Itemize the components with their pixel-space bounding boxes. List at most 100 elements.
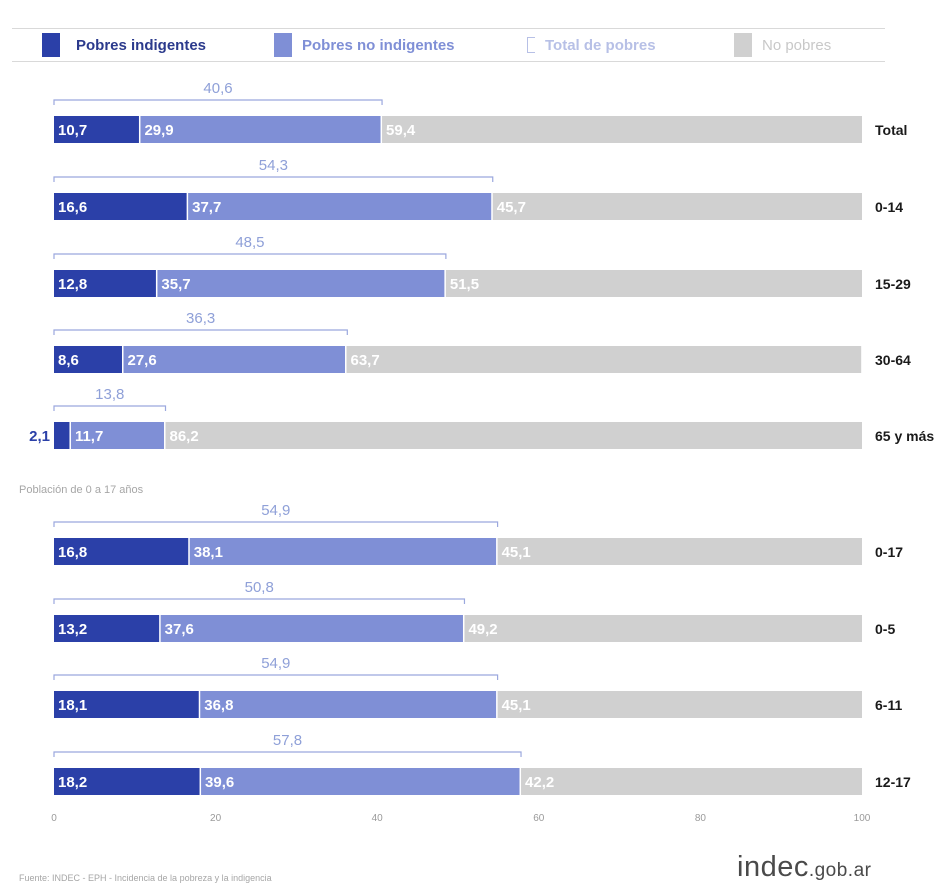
legend-bracket-icon <box>527 37 535 53</box>
bar-segment-no-pobres <box>382 116 862 143</box>
data-label-indigentes: 8,6 <box>58 352 79 369</box>
total-bracket <box>53 751 522 757</box>
bar-segment-indigentes <box>54 270 156 297</box>
bar-segment-no-pobres <box>497 538 862 565</box>
total-pobres-label: 36,3 <box>186 310 215 327</box>
category-label: 6-11 <box>875 697 902 713</box>
legend-swatch-no-pobres <box>734 33 752 57</box>
total-pobres-label: 48,5 <box>235 234 264 251</box>
bar-segment-indigentes <box>54 768 200 795</box>
total-bracket <box>53 253 447 259</box>
total-bracket <box>53 674 499 680</box>
x-tick-label: 0 <box>51 813 57 824</box>
total-pobres-label: 13,8 <box>95 386 124 403</box>
category-label: 15-29 <box>875 276 911 292</box>
source-note: Fuente: INDEC - EPH - Incidencia de la p… <box>19 873 272 883</box>
bar-segment-no-indigentes <box>70 422 165 449</box>
bar-segment-no-indigentes <box>189 538 497 565</box>
data-label-no-indigentes: 35,7 <box>161 276 190 293</box>
x-tick-label: 100 <box>854 813 871 824</box>
bar-segment-no-pobres <box>464 615 862 642</box>
x-tick-label: 20 <box>210 813 222 824</box>
bar-segment-no-indigentes <box>123 346 345 373</box>
bar-segment-indigentes <box>54 691 199 718</box>
data-label-indigentes: 18,1 <box>58 697 87 714</box>
bar-segment-no-pobres <box>346 346 862 373</box>
logo-domain: .gob.ar <box>808 860 872 881</box>
data-label-no-pobres: 45,1 <box>502 544 531 561</box>
total-pobres-label: 54,9 <box>261 655 290 672</box>
category-label: 65 y más <box>875 428 934 444</box>
total-bracket <box>53 176 494 182</box>
data-label-no-indigentes: 37,6 <box>165 621 194 638</box>
bar-segment-no-pobres <box>445 270 862 297</box>
category-label: Total <box>875 122 907 138</box>
legend: Pobres indigentes Pobres no indigentes T… <box>12 28 885 62</box>
data-label-indigentes: 2,1 <box>29 428 50 445</box>
category-label: 30-64 <box>875 352 911 368</box>
data-label-indigentes: 16,6 <box>58 199 87 216</box>
indec-logo: indec.gob.ar <box>737 851 871 884</box>
x-tick-label: 40 <box>372 813 384 824</box>
bar-segment-no-indigentes <box>201 768 520 795</box>
x-tick-label: 80 <box>695 813 707 824</box>
logo-main: indec <box>737 851 809 883</box>
bar-segment-indigentes <box>54 193 187 220</box>
total-bracket <box>53 598 466 604</box>
data-label-no-pobres: 49,2 <box>468 621 497 638</box>
bar-segment-no-indigentes <box>160 615 463 642</box>
bar-segment-indigentes <box>54 346 122 373</box>
data-label-indigentes: 13,2 <box>58 621 87 638</box>
bar-segment-no-pobres <box>165 422 862 449</box>
data-label-no-pobres: 45,1 <box>502 697 531 714</box>
data-label-no-indigentes: 37,7 <box>192 199 221 216</box>
total-pobres-label: 57,8 <box>273 732 302 749</box>
category-label: 0-5 <box>875 621 895 637</box>
total-bracket <box>53 329 348 335</box>
bar-segment-no-indigentes <box>188 193 492 220</box>
data-label-no-indigentes: 27,6 <box>127 352 156 369</box>
total-pobres-label: 40,6 <box>203 80 232 97</box>
total-bracket <box>53 521 499 527</box>
bar-segment-no-indigentes <box>157 270 445 297</box>
data-label-indigentes: 16,8 <box>58 544 87 561</box>
total-pobres-label: 54,3 <box>259 157 288 174</box>
data-label-no-indigentes: 39,6 <box>205 774 234 791</box>
legend-label-total: Total de pobres <box>545 37 656 54</box>
bar-segment-indigentes <box>54 615 160 642</box>
data-label-no-indigentes: 11,7 <box>75 428 103 445</box>
data-label-no-pobres: 86,2 <box>170 428 199 445</box>
bar-segment-indigentes <box>54 116 139 143</box>
legend-label-indigentes: Pobres indigentes <box>76 37 207 54</box>
total-bracket <box>53 99 383 105</box>
bar-segment-no-indigentes <box>140 116 381 143</box>
data-label-indigentes: 12,8 <box>58 276 87 293</box>
data-label-no-indigentes: 29,9 <box>144 122 173 139</box>
data-label-no-pobres: 42,2 <box>525 774 554 791</box>
bar-segment-no-indigentes <box>200 691 497 718</box>
bar-segment-no-pobres <box>492 193 862 220</box>
total-pobres-label: 50,8 <box>245 579 274 596</box>
data-label-no-indigentes: 38,1 <box>194 544 223 561</box>
category-label: 0-14 <box>875 199 903 215</box>
total-pobres-label: 54,9 <box>261 502 290 519</box>
data-label-indigentes: 10,7 <box>58 122 87 139</box>
legend-swatch-no-indigentes <box>274 33 292 57</box>
bar-segment-indigentes <box>54 538 189 565</box>
legend-swatch-indigentes <box>42 33 60 57</box>
category-label: 0-17 <box>875 544 903 560</box>
total-bracket <box>53 405 167 411</box>
x-tick-label: 60 <box>533 813 545 824</box>
data-label-no-pobres: 51,5 <box>450 276 479 293</box>
data-label-no-pobres: 63,7 <box>350 352 379 369</box>
legend-label-no-indigentes: Pobres no indigentes <box>302 37 455 54</box>
category-label: 12-17 <box>875 774 911 790</box>
bar-segment-no-pobres <box>497 691 862 718</box>
data-label-no-pobres: 59,4 <box>386 122 416 139</box>
legend-label-no-pobres: No pobres <box>762 37 832 54</box>
data-label-indigentes: 18,2 <box>58 774 87 791</box>
data-label-no-indigentes: 36,8 <box>204 697 233 714</box>
section-note: Población de 0 a 17 años <box>19 484 144 496</box>
bar-segment-indigentes <box>54 422 70 449</box>
